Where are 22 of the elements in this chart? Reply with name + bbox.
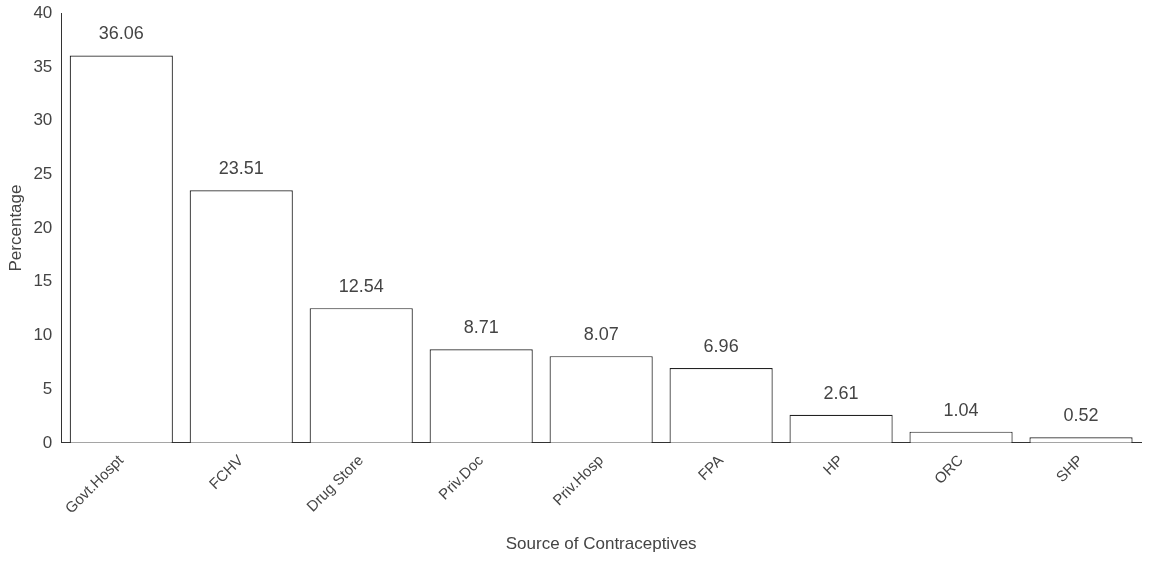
x-axis-title: Source of Contraceptives [505,534,697,554]
data-label: 8.71 [463,317,499,338]
x-tick-label: FPA [694,451,727,484]
y-tick-label: 0 [42,432,53,452]
y-axis-title: Percentage [5,184,25,272]
data-label: 23.51 [218,158,264,179]
data-label: 12.54 [338,276,384,297]
y-tick-label: 35 [33,56,53,76]
data-label: 8.07 [583,324,619,345]
data-label: 1.04 [943,399,979,420]
data-label: 2.61 [823,382,859,403]
y-tick-label: 15 [33,271,53,291]
y-tick-label: 25 [33,163,53,183]
x-tick-label: HP [819,451,847,478]
y-tick-label: 30 [33,110,53,130]
y-tick-label: 10 [33,325,53,345]
data-label: 0.52 [1063,405,1099,426]
data-label: 6.96 [703,336,739,357]
y-tick-label: 20 [33,217,53,237]
data-label: 36.06 [98,23,144,44]
y-tick-label: 5 [42,378,53,398]
y-tick-label: 40 [33,2,53,22]
